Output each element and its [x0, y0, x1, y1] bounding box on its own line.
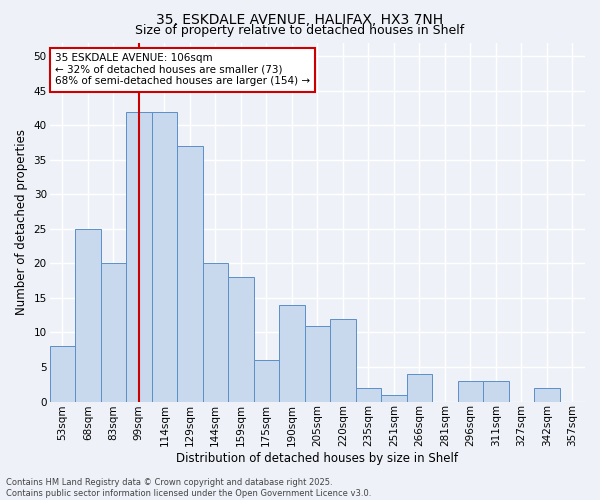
- Bar: [356, 388, 381, 402]
- Bar: [330, 318, 356, 402]
- Y-axis label: Number of detached properties: Number of detached properties: [15, 129, 28, 315]
- Bar: [177, 146, 203, 402]
- Bar: [254, 360, 279, 402]
- Bar: [534, 388, 560, 402]
- Text: 35 ESKDALE AVENUE: 106sqm
← 32% of detached houses are smaller (73)
68% of semi-: 35 ESKDALE AVENUE: 106sqm ← 32% of detac…: [55, 54, 310, 86]
- Bar: [203, 264, 228, 402]
- Bar: [228, 278, 254, 402]
- Bar: [152, 112, 177, 402]
- Bar: [75, 229, 101, 402]
- Bar: [50, 346, 75, 402]
- Bar: [305, 326, 330, 402]
- Bar: [279, 305, 305, 402]
- Bar: [483, 381, 509, 402]
- Bar: [381, 394, 407, 402]
- Text: 35, ESKDALE AVENUE, HALIFAX, HX3 7NH: 35, ESKDALE AVENUE, HALIFAX, HX3 7NH: [157, 12, 443, 26]
- Bar: [407, 374, 432, 402]
- Bar: [126, 112, 152, 402]
- Text: Size of property relative to detached houses in Shelf: Size of property relative to detached ho…: [136, 24, 464, 37]
- Text: Contains HM Land Registry data © Crown copyright and database right 2025.
Contai: Contains HM Land Registry data © Crown c…: [6, 478, 371, 498]
- Bar: [101, 264, 126, 402]
- X-axis label: Distribution of detached houses by size in Shelf: Distribution of detached houses by size …: [176, 452, 458, 465]
- Bar: [458, 381, 483, 402]
